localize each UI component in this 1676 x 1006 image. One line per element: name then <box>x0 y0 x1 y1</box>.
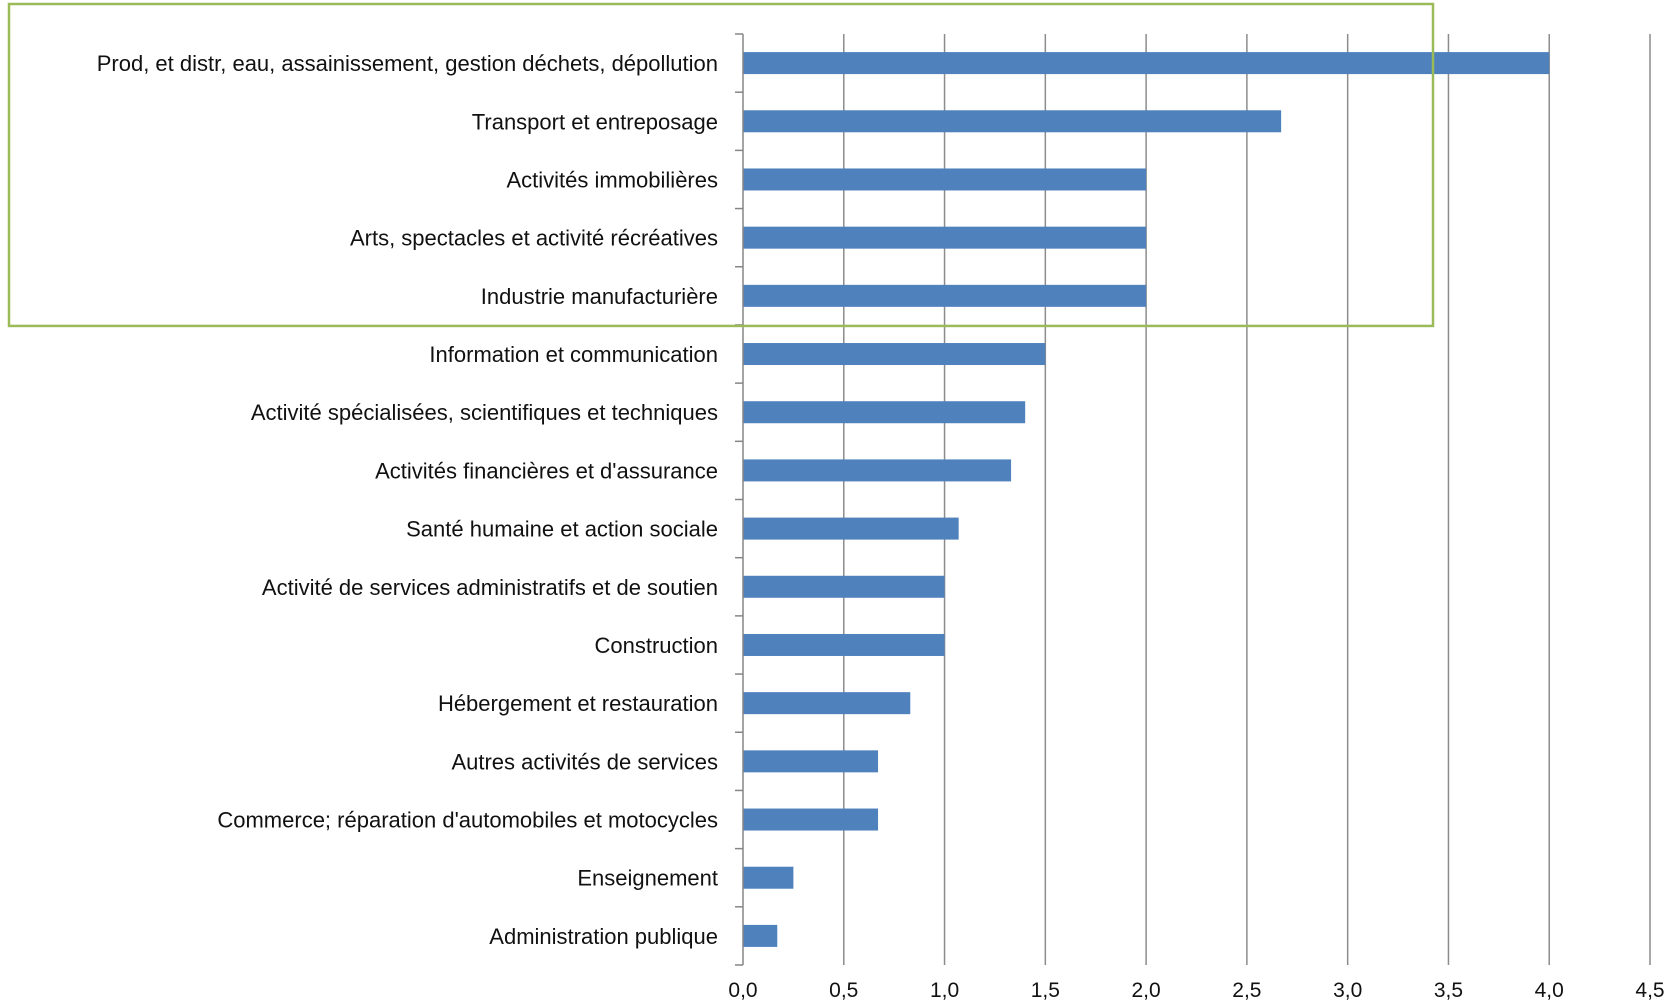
bar <box>743 517 959 540</box>
bar <box>743 692 911 715</box>
category-label: Hébergement et restauration <box>438 691 718 716</box>
bar <box>743 343 1046 366</box>
x-tick-label: 1,0 <box>930 979 959 1001</box>
category-label: Industrie manufacturière <box>481 284 718 309</box>
category-label: Prod, et distr, eau, assainissement, ges… <box>97 51 718 76</box>
category-label: Activité de services administratifs et d… <box>262 575 718 600</box>
category-label: Santé humaine et action sociale <box>406 517 718 542</box>
y-axis <box>735 33 744 966</box>
category-label: Information et communication <box>429 342 718 367</box>
bar <box>743 52 1550 75</box>
x-tick-label: 4,0 <box>1535 979 1564 1001</box>
x-tick-label: 2,5 <box>1232 979 1261 1001</box>
bar <box>743 633 945 656</box>
bar <box>743 575 945 598</box>
bar <box>743 401 1026 424</box>
bar <box>743 924 778 947</box>
category-label: Activités financières et d'assurance <box>375 458 718 483</box>
bar <box>743 866 794 889</box>
bar <box>743 110 1282 133</box>
category-label: Arts, spectacles et activité récréatives <box>350 226 718 251</box>
category-label: Commerce; réparation d'automobiles et mo… <box>217 808 718 833</box>
bar <box>743 459 1012 482</box>
bar <box>743 168 1147 191</box>
bar <box>743 226 1147 249</box>
x-tick-label: 3,5 <box>1434 979 1463 1001</box>
bar <box>743 284 1147 307</box>
highlight-box <box>7 2 1435 328</box>
highlight-box-group <box>7 2 1435 328</box>
x-tick-label: 3,0 <box>1333 979 1362 1001</box>
category-label: Autres activités de services <box>451 749 718 774</box>
x-tick-label: 4,5 <box>1635 979 1664 1001</box>
bar <box>743 808 879 831</box>
bars <box>743 52 1550 947</box>
x-tick-label: 1,5 <box>1031 979 1060 1001</box>
category-label: Transport et entreposage <box>472 109 718 134</box>
x-tick-label: 2,0 <box>1132 979 1161 1001</box>
x-tick-label: 0,0 <box>728 979 757 1001</box>
category-label: Enseignement <box>577 866 718 891</box>
bar <box>743 750 879 773</box>
category-label: Activité spécialisées, scientifiques et … <box>251 400 718 425</box>
x-axis-tick-labels: 0,0 0,5 1,0 1,5 2,0 2,5 3,0 3,5 4,0 4,5 <box>728 979 1664 1002</box>
category-label: Administration publique <box>489 924 718 949</box>
category-label: Construction <box>594 633 718 658</box>
category-label: Activités immobilières <box>507 167 719 192</box>
category-labels: Prod, et distr, eau, assainissement, ges… <box>97 51 718 949</box>
x-tick-label: 0,5 <box>829 979 858 1001</box>
